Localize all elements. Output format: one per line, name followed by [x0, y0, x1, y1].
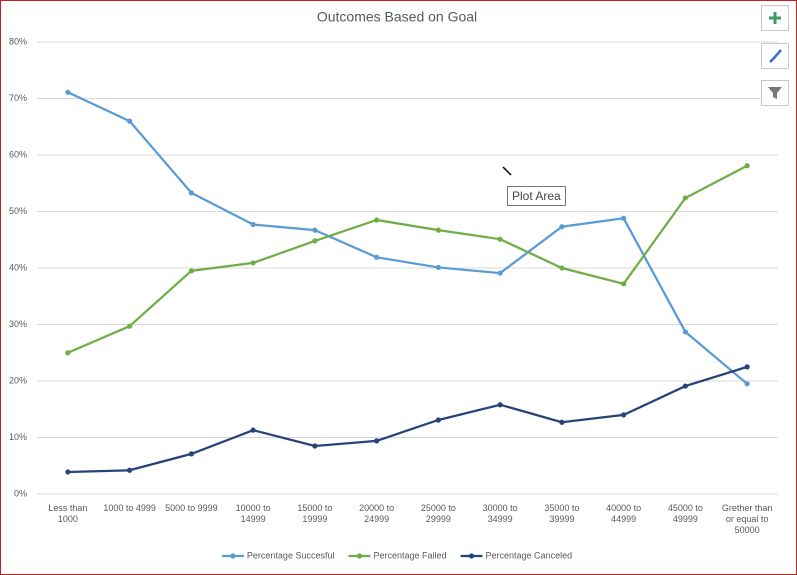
point	[744, 163, 750, 169]
point	[497, 402, 503, 408]
legend-label: Percentage Canceled	[486, 550, 573, 560]
series-line	[67, 164, 748, 354]
point	[497, 270, 503, 276]
legend-marker	[356, 553, 363, 559]
point	[250, 221, 256, 228]
tooltip: Plot Area	[507, 186, 566, 206]
x-tick-label: 25000 to 29999	[420, 503, 456, 524]
x-tick-label: 15000 to 19999	[297, 503, 333, 524]
point	[435, 417, 441, 423]
point	[621, 281, 627, 287]
point	[188, 268, 194, 274]
add-element-button[interactable]	[761, 5, 789, 31]
y-tick-label: 50%	[9, 206, 27, 216]
y-tick-label: 20%	[9, 375, 27, 385]
point	[250, 427, 256, 433]
brush-icon	[769, 49, 782, 63]
series-line	[67, 365, 748, 474]
x-tick-label: Grether than or equal to 50000	[721, 503, 773, 535]
legend-marker	[230, 553, 236, 559]
x-tick-label: 40000 to 44999	[606, 503, 642, 524]
legend-marker	[468, 553, 475, 559]
point	[374, 438, 380, 444]
chart-style-button[interactable]	[761, 43, 789, 69]
chart-filter-button[interactable]	[761, 80, 789, 106]
point	[127, 118, 133, 124]
point	[559, 419, 565, 425]
y-tick-label: 40%	[9, 262, 27, 272]
point	[127, 467, 133, 473]
point	[374, 254, 380, 260]
point	[65, 89, 71, 95]
y-tick-label: 60%	[9, 149, 27, 159]
x-tick-label: 1000 to 4999	[103, 503, 156, 513]
x-tick-label: 35000 to 39999	[544, 503, 580, 524]
point	[497, 236, 503, 242]
point	[435, 264, 441, 271]
point	[559, 224, 565, 230]
point	[188, 451, 194, 457]
x-tick-label: 45000 to 49999	[667, 503, 703, 524]
point	[65, 469, 71, 475]
y-tick-label: 0%	[14, 488, 27, 498]
point	[250, 260, 256, 266]
series-line	[67, 91, 748, 385]
point	[127, 323, 133, 329]
point	[682, 383, 688, 389]
point	[188, 190, 194, 196]
point	[312, 227, 318, 233]
filter-icon	[768, 87, 782, 99]
point	[312, 238, 318, 244]
point	[682, 195, 688, 201]
legend-label: Percentage Failed	[373, 550, 446, 560]
resize-cursor	[502, 166, 512, 176]
x-tick-label: 5000 to 9999	[165, 503, 218, 513]
point	[312, 443, 318, 449]
point	[65, 350, 71, 356]
x-tick-label: 10000 to 14999	[235, 503, 271, 524]
x-tick-label: 30000 to 34999	[482, 503, 518, 524]
point	[744, 364, 750, 370]
y-tick-label: 70%	[9, 93, 27, 103]
legend: Percentage Succesful Percentage Failed Per…	[221, 550, 573, 560]
legend-label: Percentage Succesful	[247, 550, 335, 560]
point	[682, 329, 688, 335]
y-tick-label: 30%	[9, 319, 27, 329]
plus-icon	[769, 12, 781, 24]
point	[621, 215, 627, 221]
point	[374, 217, 380, 223]
point	[559, 265, 565, 271]
point	[744, 381, 750, 387]
y-tick-label: 80%	[9, 36, 27, 46]
x-tick-label: 20000 to 24999	[359, 503, 395, 524]
point	[435, 227, 441, 233]
x-tick-label: Less than 1000	[48, 503, 88, 524]
chart-title: Outcomes Based on Goal	[317, 9, 477, 25]
y-tick-label: 10%	[9, 432, 27, 442]
point	[621, 412, 627, 418]
